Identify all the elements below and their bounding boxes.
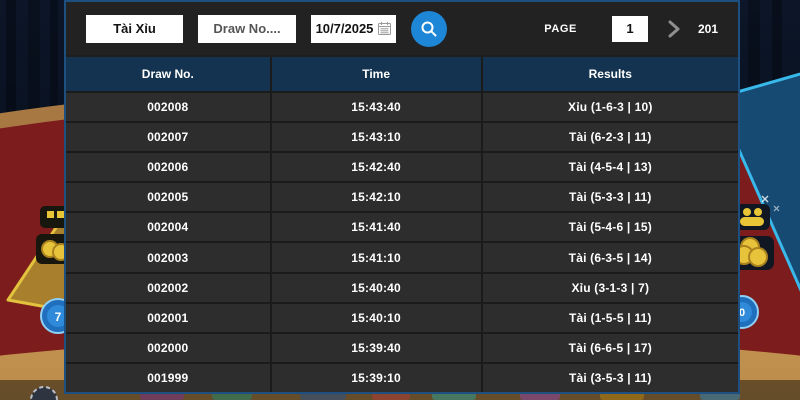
cell-time: 15:43:10	[272, 123, 483, 152]
search-button[interactable]	[411, 10, 447, 47]
date-input[interactable]: 10/7/2025	[311, 14, 396, 43]
svg-text:0: 0	[739, 307, 745, 319]
game-type-select[interactable]: Tài Xỉu	[86, 14, 183, 43]
cell-time: 15:39:40	[272, 333, 483, 362]
cell-draw-no: 002002	[66, 273, 272, 302]
cell-draw-no: 002003	[66, 243, 272, 272]
svg-text:7: 7	[55, 310, 62, 324]
page-label: PAGE	[544, 22, 577, 35]
cell-draw-no: 002001	[66, 303, 272, 332]
total-pages: 201	[697, 21, 718, 36]
cell-time: 15:42:40	[272, 153, 483, 182]
table-row: 002005 15:42:10 Tài (5-3-3 | 11)	[66, 181, 738, 212]
cell-time: 15:43:40	[272, 93, 483, 122]
cell-result: Xỉu (3-1-3 | 7)	[571, 280, 650, 295]
cell-result: Tài (1-5-5 | 11)	[569, 310, 652, 325]
draw-no-input[interactable]: Draw No....	[198, 14, 296, 43]
filter-toolbar: Tài Xỉu Draw No.... 10/7/2025	[66, 2, 738, 55]
page-number-input[interactable]: 1	[611, 15, 648, 42]
table-row: 002006 15:42:40 Tài (4-5-4 | 13)	[66, 151, 738, 182]
cell-time: 15:41:40	[272, 213, 483, 242]
search-icon	[421, 21, 437, 36]
game-type-value: Tài Xỉu	[113, 21, 156, 36]
cell-result: Xỉu (1-6-3 | 10)	[568, 100, 653, 115]
chevron-right-icon	[668, 20, 680, 37]
cell-draw-no: 002000	[66, 333, 272, 362]
column-header-results: Results	[588, 67, 632, 81]
cell-draw-no: 002004	[66, 213, 272, 242]
results-history-panel: Tài Xỉu Draw No.... 10/7/2025	[64, 0, 740, 394]
draw-no-placeholder: Draw No....	[213, 21, 281, 36]
next-page-button[interactable]	[667, 20, 681, 38]
table-row: 002007 15:43:10 Tài (6-2-3 | 11)	[66, 121, 738, 152]
table-row: 002002 15:40:40 Xỉu (3-1-3 | 7)	[66, 271, 738, 302]
cell-time: 15:41:10	[272, 243, 483, 272]
column-header-time: Time	[272, 57, 483, 91]
cell-time: 15:42:10	[272, 183, 483, 212]
cell-draw-no: 001999	[66, 363, 272, 392]
cell-result: Tài (3-5-3 | 11)	[569, 370, 652, 385]
table-row: 002004 15:41:40 Tài (5-4-6 | 15)	[66, 211, 738, 242]
cell-result: Tài (6-6-5 | 17)	[568, 340, 652, 355]
column-header-draw-no: Draw No.	[66, 57, 272, 91]
cell-result: Tài (5-3-3 | 11)	[569, 190, 652, 205]
cell-draw-no: 002005	[66, 183, 272, 212]
table-row: 002003 15:41:10 Tài (6-3-5 | 14)	[66, 241, 738, 272]
cell-time: 15:39:10	[272, 363, 483, 392]
cell-time: 15:40:40	[272, 273, 483, 302]
table-row: 002001 15:40:10 Tài (1-5-5 | 11)	[66, 301, 738, 332]
cell-draw-no: 002008	[66, 93, 272, 122]
cell-result: Tài (6-2-3 | 11)	[569, 130, 652, 145]
cell-time: 15:40:10	[272, 303, 483, 332]
table-body: 002008 15:43:40 Xỉu (1-6-3 | 10) 002007 15:4…	[66, 91, 738, 392]
cell-draw-no: 002007	[66, 123, 272, 152]
table-row: 002000 15:39:40 Tài (6-6-5 | 17)	[66, 331, 738, 362]
table-row: 001999 15:39:10 Tài (3-5-3 | 11)	[66, 361, 738, 392]
table-header: Draw No. Time Results	[66, 57, 738, 91]
cell-result: Tài (6-3-5 | 14)	[568, 250, 652, 265]
date-value: 10/7/2025	[315, 21, 374, 36]
table-row: 002008 15:43:40 Xỉu (1-6-3 | 10)	[66, 91, 738, 122]
cell-result: Tài (5-4-6 | 15)	[568, 220, 652, 235]
cell-draw-no: 002006	[66, 153, 272, 182]
cell-result: Tài (4-5-4 | 13)	[568, 160, 652, 175]
calendar-icon	[378, 22, 392, 35]
